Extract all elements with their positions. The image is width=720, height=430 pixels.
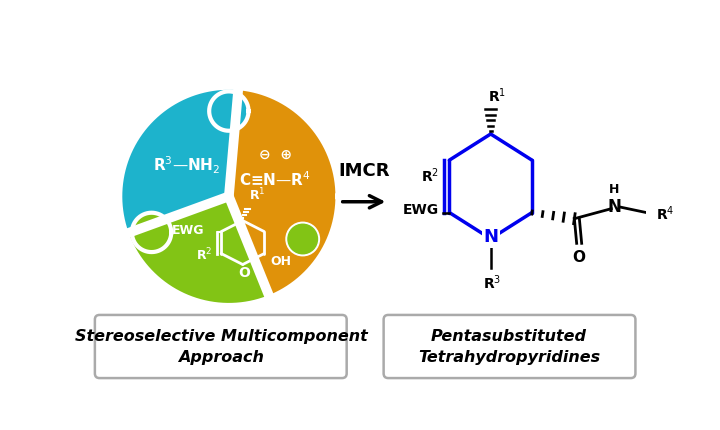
Polygon shape [120,87,238,234]
Text: Pentasubstituted
Tetrahydropyridines: Pentasubstituted Tetrahydropyridines [418,329,600,365]
Circle shape [210,92,248,131]
Text: R$^4$: R$^4$ [656,204,675,223]
Text: IMCR: IMCR [338,162,390,180]
Text: R$^3$: R$^3$ [483,273,501,292]
Text: R$^2$: R$^2$ [196,247,212,263]
Text: EWG: EWG [402,203,438,217]
FancyBboxPatch shape [384,315,636,378]
Circle shape [132,213,171,252]
Text: O: O [572,250,585,265]
Text: EWG: EWG [172,224,204,236]
Text: Stereoselective Multicomponent
Approach: Stereoselective Multicomponent Approach [75,329,367,365]
Polygon shape [126,197,270,306]
Text: H: H [609,183,620,197]
Text: R$^1$: R$^1$ [487,86,506,105]
FancyBboxPatch shape [95,315,346,378]
Text: O: O [238,266,250,280]
Text: N: N [483,228,498,246]
Circle shape [288,224,318,254]
Text: OH: OH [271,255,292,268]
Text: R$^1$: R$^1$ [249,187,266,204]
Text: ⊖  ⊕: ⊖ ⊕ [258,148,292,162]
Text: R$^2$: R$^2$ [421,166,439,185]
Polygon shape [229,87,338,298]
Circle shape [286,222,320,256]
Text: C≡N—R$^4$: C≡N—R$^4$ [239,170,311,189]
Text: R$^3$—NH$_2$: R$^3$—NH$_2$ [153,155,220,176]
Text: N: N [608,198,621,216]
